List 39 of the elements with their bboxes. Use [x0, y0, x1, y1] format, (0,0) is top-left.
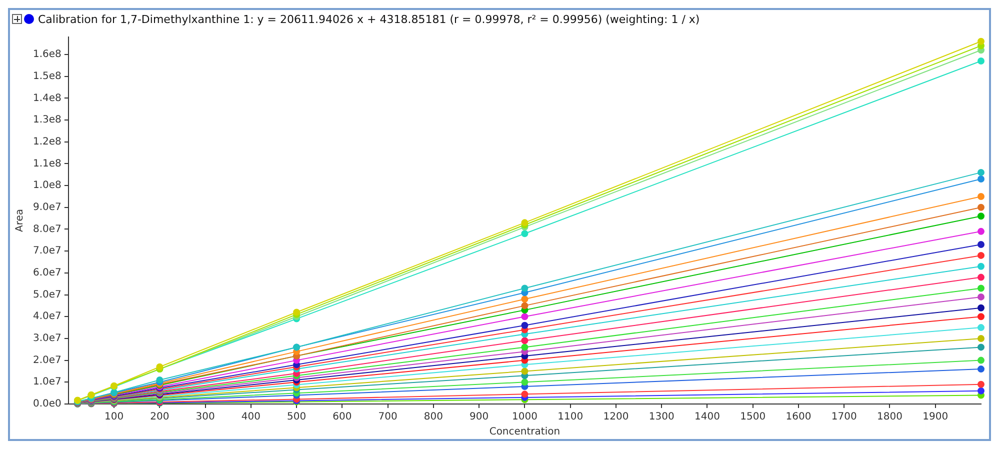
y-tick-label: 6.0e7: [32, 268, 62, 279]
y-tick-label: 1.2e8: [32, 136, 62, 148]
y-tick-label: 4.0e7: [32, 311, 62, 322]
y-tick-label: 1.0e7: [32, 376, 62, 388]
x-tick-label: 500: [287, 412, 306, 423]
y-axis-title: Area: [14, 208, 26, 232]
y-tick-label: 7.0e7: [32, 246, 62, 257]
x-tick-label: 1200: [603, 412, 629, 423]
x-axis-title: Concentration: [489, 426, 560, 438]
x-tick-label: 400: [241, 412, 260, 423]
x-tick-label: 300: [196, 412, 215, 423]
y-tick-label: 2.0e7: [32, 354, 62, 366]
y-tick-label: 1.1e8: [32, 158, 62, 170]
y-tick-label: 3.0e7: [32, 333, 62, 344]
x-tick-label: 100: [104, 412, 124, 423]
x-tick-label: 1500: [740, 412, 766, 423]
x-tick-label: 1100: [558, 412, 584, 423]
y-tick-label: 1.0e8: [32, 180, 62, 192]
x-tick-label: 600: [332, 412, 352, 423]
y-tick-label: 1.3e8: [32, 114, 62, 126]
y-tick-label: 9.0e7: [32, 202, 62, 213]
y-tick-label: 1.6e8: [32, 49, 62, 60]
x-tick-label: 1600: [786, 412, 812, 423]
y-tick-label: 1.4e8: [32, 92, 62, 104]
x-tick-label: 1400: [694, 412, 720, 423]
x-tick-label: 1300: [648, 412, 674, 423]
y-tick-label: 8.0e7: [32, 224, 62, 235]
x-tick-label: 1700: [831, 412, 857, 423]
x-tick-label: 800: [424, 412, 443, 423]
chart-title: Calibration for 1,7-Dimethylxanthine 1: y = 20611.94026 x + 4318.85181 (r = 0.99978, r² = 0.99956) (weighting: 1 / x): [38, 12, 700, 26]
y-tick-label: 5.0e7: [32, 289, 62, 300]
x-tick-label: 1800: [877, 412, 902, 423]
x-tick-label: 1900: [922, 412, 948, 423]
x-tick-label: 1000: [512, 412, 538, 423]
y-tick-label: 0.0e0: [32, 398, 62, 410]
x-tick-label: 200: [150, 412, 170, 423]
x-tick-label: 900: [470, 412, 489, 423]
x-tick-label: 700: [378, 412, 398, 423]
y-tick-label: 1.5e8: [32, 70, 62, 82]
